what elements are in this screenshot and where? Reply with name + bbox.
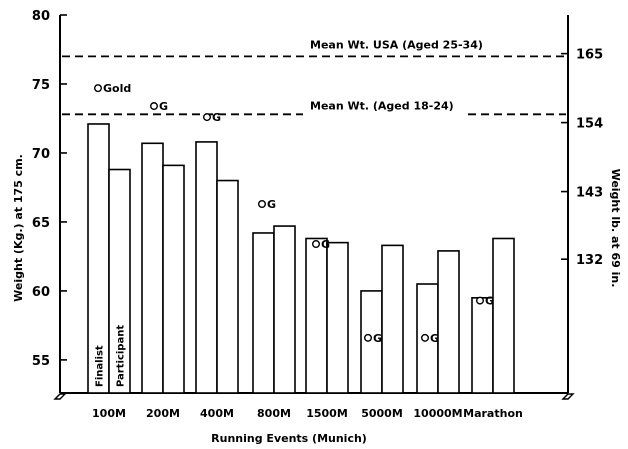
reference-label-usa: Mean Wt. USA (Aged 25-34)	[310, 38, 483, 51]
category-label: 800M	[257, 407, 291, 420]
bar-participant	[108, 168, 131, 394]
gold-marker-label: G	[212, 111, 221, 124]
category-label: 1500M	[306, 407, 348, 420]
right-tick-label: 165	[576, 48, 603, 63]
right-tick-label: 143	[576, 186, 603, 201]
right-tick-labels: 132143154165176	[561, 48, 603, 268]
left-tick-label: 70	[32, 147, 50, 162]
reference-label-18-24: Mean Wt. (Aged 18-24)	[310, 99, 454, 112]
bar-finalist	[141, 142, 164, 394]
bar-participant	[273, 225, 296, 394]
bar-participant	[381, 244, 404, 394]
left-tick-label: 65	[32, 216, 50, 231]
bars: Finalist Participant	[87, 123, 515, 394]
gold-marker-label: Gold	[103, 82, 131, 95]
bar-finalist	[305, 237, 328, 394]
bar-participant	[326, 241, 349, 394]
gold-marker	[476, 296, 485, 305]
gold-marker	[421, 333, 430, 342]
left-tick-label: 55	[32, 354, 50, 369]
series-label-finalist: Finalist	[95, 345, 106, 387]
gold-markers: Gold G G G G G G G	[93, 82, 494, 345]
category-labels: 100M 200M 400M 800M 1500M 5000M 10000M Marathon	[92, 407, 523, 420]
gold-marker-label: G	[159, 100, 168, 113]
y-axis-title: Weight (Kg.) at 175 cm.	[12, 154, 25, 302]
bar-participant	[492, 237, 515, 394]
bar-finalist	[195, 141, 218, 394]
bar-finalist	[252, 232, 275, 394]
gold-marker	[312, 240, 321, 249]
gold-marker-label: G	[267, 198, 276, 211]
gold-marker-label: G	[373, 332, 382, 345]
gold-marker	[149, 102, 158, 111]
gold-marker	[202, 113, 211, 122]
left-axis-break	[53, 393, 67, 400]
category-label: 400M	[200, 407, 234, 420]
gold-marker-label: G	[430, 332, 439, 345]
bar-participant	[216, 179, 239, 394]
y2-axis-title: Weight lb. at 69 in.	[609, 169, 622, 288]
category-label: 100M	[92, 407, 126, 420]
right-tick-label: 132	[576, 253, 603, 268]
category-label: Marathon	[463, 407, 523, 420]
left-tick-label: 60	[32, 285, 50, 300]
gold-marker-label: G	[321, 238, 330, 251]
category-label: 10000M	[413, 407, 462, 420]
reference-lines: Mean Wt. USA (Aged 25-34) Mean Wt. (Aged …	[62, 38, 566, 116]
gold-marker	[364, 333, 373, 342]
left-tick-label: 80	[32, 9, 50, 24]
left-tick-label: 75	[32, 78, 50, 93]
bar-participant	[437, 250, 460, 394]
left-tick-labels: 55 60 65 70 75 80	[32, 9, 67, 369]
gold-marker	[258, 199, 267, 208]
category-label: 200M	[146, 407, 180, 420]
bar-finalist	[471, 297, 494, 394]
gold-marker	[93, 84, 102, 93]
right-tick-label: 154	[576, 117, 603, 132]
series-label-participant: Participant	[116, 325, 127, 387]
right-axis-break	[561, 393, 575, 400]
x-axis-title: Running Events (Munich)	[211, 432, 367, 445]
bar-participant	[162, 164, 185, 394]
category-label: 5000M	[361, 407, 403, 420]
gold-marker-label: G	[485, 295, 494, 308]
